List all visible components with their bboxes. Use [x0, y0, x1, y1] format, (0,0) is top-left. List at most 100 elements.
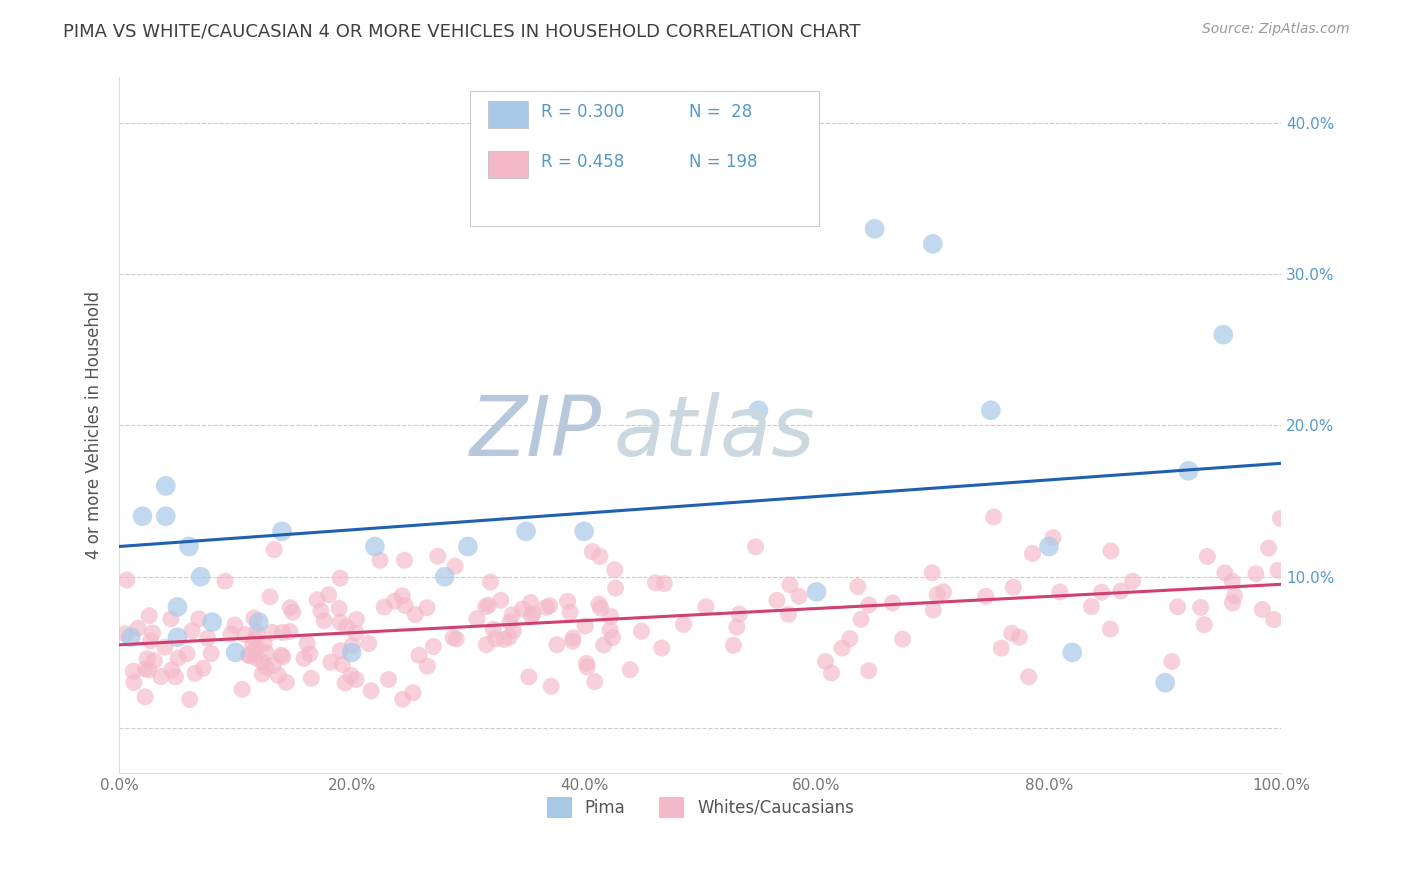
Text: ZIP: ZIP: [470, 392, 602, 473]
Point: [599, 609, 621, 624]
Point: [368, 553, 391, 567]
Bar: [488, 101, 529, 128]
Point: [766, 593, 789, 607]
Point: [160, 663, 183, 677]
Point: [231, 682, 253, 697]
Point: [588, 597, 610, 611]
Point: [921, 566, 943, 580]
Point: [166, 599, 188, 614]
Point: [292, 651, 315, 665]
Point: [779, 578, 801, 592]
Point: [342, 639, 364, 653]
Point: [276, 675, 298, 690]
Point: [1018, 670, 1040, 684]
Point: [246, 625, 269, 640]
Point: [295, 636, 318, 650]
Point: [1267, 563, 1289, 577]
Point: [177, 540, 200, 554]
Point: [1109, 584, 1132, 599]
Point: [138, 663, 160, 677]
Point: [479, 575, 502, 590]
Point: [515, 524, 537, 539]
Point: [747, 403, 769, 417]
Text: N = 198: N = 198: [689, 153, 758, 171]
Point: [314, 614, 336, 628]
Point: [433, 570, 456, 584]
Point: [184, 666, 207, 681]
Point: [197, 631, 219, 645]
Point: [224, 618, 246, 632]
Point: [1244, 566, 1267, 581]
Point: [165, 670, 187, 684]
Point: [891, 632, 914, 646]
Point: [599, 623, 621, 637]
Point: [153, 640, 176, 654]
Point: [651, 640, 673, 655]
Point: [155, 509, 177, 524]
Text: PIMA VS WHITE/CAUCASIAN 4 OR MORE VEHICLES IN HOUSEHOLD CORRELATION CHART: PIMA VS WHITE/CAUCASIAN 4 OR MORE VEHICL…: [63, 22, 860, 40]
Text: Source: ZipAtlas.com: Source: ZipAtlas.com: [1202, 22, 1350, 37]
Point: [502, 624, 524, 638]
Point: [846, 580, 869, 594]
Point: [298, 647, 321, 661]
Point: [474, 599, 496, 614]
Point: [253, 636, 276, 650]
Point: [1194, 617, 1216, 632]
Point: [344, 612, 367, 626]
Point: [242, 638, 264, 652]
Point: [1177, 464, 1199, 478]
Point: [344, 673, 367, 687]
Point: [863, 221, 886, 235]
Point: [592, 638, 614, 652]
Point: [1099, 544, 1122, 558]
Point: [200, 647, 222, 661]
Point: [498, 631, 520, 645]
Point: [1099, 622, 1122, 636]
Point: [281, 605, 304, 619]
Point: [259, 590, 281, 604]
Point: [501, 607, 523, 622]
Point: [233, 627, 256, 641]
Point: [340, 645, 363, 659]
Point: [630, 624, 652, 639]
Point: [1212, 327, 1234, 342]
Point: [340, 668, 363, 682]
Text: R = 0.458: R = 0.458: [541, 153, 624, 171]
Point: [557, 594, 579, 608]
Point: [980, 403, 1002, 417]
Point: [1213, 566, 1236, 580]
Point: [576, 660, 599, 674]
Point: [444, 559, 467, 574]
Point: [1270, 511, 1292, 525]
Point: [329, 571, 352, 585]
Point: [652, 576, 675, 591]
Point: [278, 624, 301, 639]
Point: [520, 608, 543, 623]
Point: [558, 605, 581, 619]
Point: [605, 581, 627, 595]
Point: [1160, 655, 1182, 669]
Point: [725, 620, 748, 634]
Point: [243, 611, 266, 625]
Text: N =  28: N = 28: [689, 103, 752, 121]
Point: [309, 604, 332, 618]
Point: [695, 599, 717, 614]
Point: [176, 647, 198, 661]
Point: [271, 524, 294, 539]
Point: [1062, 645, 1084, 659]
Point: [142, 626, 165, 640]
Point: [744, 540, 766, 554]
Point: [1220, 574, 1243, 589]
Point: [267, 668, 290, 682]
Point: [619, 663, 641, 677]
Point: [238, 648, 260, 663]
Point: [1167, 599, 1189, 614]
Point: [250, 667, 273, 681]
Point: [921, 236, 943, 251]
Point: [167, 651, 190, 665]
Point: [364, 540, 387, 554]
Point: [131, 509, 153, 524]
Point: [581, 544, 603, 558]
Point: [820, 665, 842, 680]
Point: [299, 671, 322, 685]
